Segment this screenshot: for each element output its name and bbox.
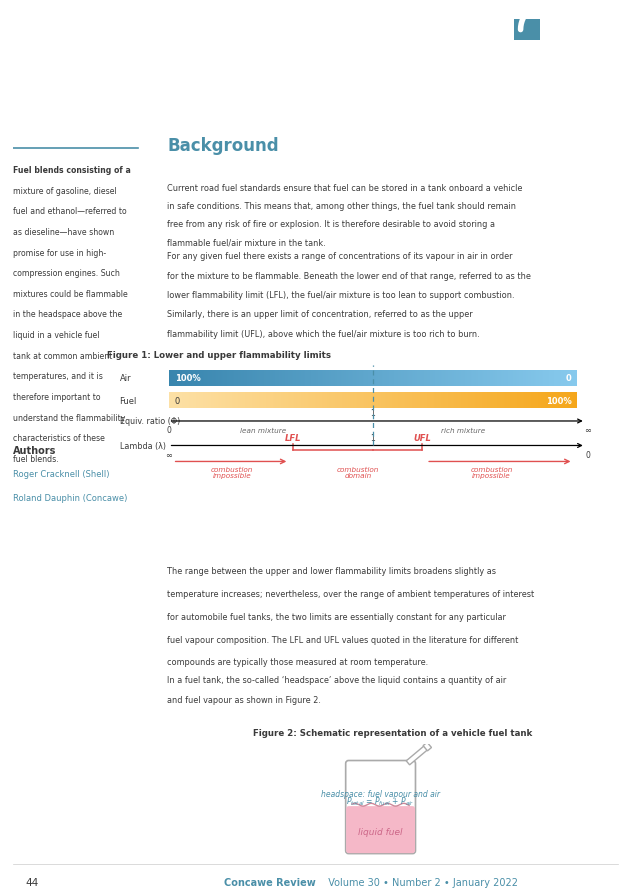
Text: flammability limit (UFL), above which the fuel/air mixture is too rich to burn.: flammability limit (UFL), above which th…: [167, 329, 480, 338]
Circle shape: [569, 53, 592, 56]
FancyBboxPatch shape: [571, 44, 587, 49]
FancyBboxPatch shape: [346, 761, 415, 854]
Text: compounds are typically those measured at room temperature.: compounds are typically those measured a…: [167, 657, 428, 667]
Text: 44: 44: [25, 877, 38, 887]
Text: Similarly, there is an upper limit of concentration, referred to as the upper: Similarly, there is an upper limit of co…: [167, 310, 473, 319]
Text: therefore important to: therefore important to: [13, 392, 100, 401]
Text: Background: Background: [167, 137, 279, 155]
Text: For any given fuel there exists a range of concentrations of its vapour in air i: For any given fuel there exists a range …: [167, 252, 513, 261]
FancyBboxPatch shape: [346, 806, 415, 853]
Text: Roland Dauphin (Concawe): Roland Dauphin (Concawe): [13, 493, 127, 502]
Text: 100%: 100%: [546, 396, 571, 405]
Text: LFL: LFL: [285, 434, 302, 443]
Text: mixture of gasoline, diesel: mixture of gasoline, diesel: [13, 187, 116, 196]
Text: headspace: fuel vapour and air: headspace: fuel vapour and air: [321, 789, 440, 797]
Text: combustion: combustion: [337, 466, 379, 472]
Text: In a fuel tank, the so-called ‘headspace’ above the liquid contains a quantity o: In a fuel tank, the so-called ‘headspace…: [167, 675, 507, 684]
Polygon shape: [406, 746, 427, 765]
FancyBboxPatch shape: [505, 14, 549, 93]
Text: Predicting vapour composition and: Predicting vapour composition and: [44, 29, 415, 47]
Text: 0: 0: [175, 396, 180, 405]
Text: 1: 1: [370, 409, 375, 417]
Text: 0: 0: [565, 374, 571, 383]
Text: 0: 0: [166, 426, 171, 434]
Text: Authors: Authors: [13, 446, 56, 456]
Text: ∞: ∞: [165, 451, 172, 460]
Text: combustion: combustion: [471, 466, 513, 472]
Text: lower flammability limit (LFL), the fuel/air mixture is too lean to support comb: lower flammability limit (LFL), the fuel…: [167, 291, 515, 299]
Text: flammable fuel/air mixture in the tank.: flammable fuel/air mixture in the tank.: [167, 238, 326, 248]
Text: Figure 2: Schematic representation of a vehicle fuel tank: Figure 2: Schematic representation of a …: [253, 728, 533, 738]
Text: impossible: impossible: [472, 473, 511, 478]
Text: promise for use in high-: promise for use in high-: [13, 249, 106, 257]
Text: 1: 1: [370, 434, 375, 443]
Text: rich mixture: rich mixture: [441, 427, 485, 434]
Text: Equiv. ratio (Φ): Equiv. ratio (Φ): [119, 417, 180, 426]
Text: Figure 1: Lower and upper flammability limits: Figure 1: Lower and upper flammability l…: [107, 350, 331, 359]
Text: Lambda (λ): Lambda (λ): [119, 442, 165, 451]
Text: compression engines. Such: compression engines. Such: [13, 269, 119, 278]
Text: 100%: 100%: [175, 374, 201, 383]
Text: liquid in a vehicle fuel: liquid in a vehicle fuel: [13, 331, 99, 340]
Text: $P_{total}$ = $P_{fuel}$ + $P_{air}$: $P_{total}$ = $P_{fuel}$ + $P_{air}$: [346, 795, 415, 807]
Text: Fuel: Fuel: [119, 396, 137, 405]
Text: fuel and ethanol—referred to: fuel and ethanol—referred to: [13, 207, 126, 216]
Text: UFL: UFL: [413, 434, 431, 443]
Text: in the headspace above the: in the headspace above the: [13, 310, 122, 319]
Text: 0: 0: [586, 451, 590, 460]
Text: and fuel vapour as shown in Figure 2.: and fuel vapour as shown in Figure 2.: [167, 696, 321, 704]
Text: temperatures, and it is: temperatures, and it is: [13, 372, 102, 381]
Text: fuel blends.: fuel blends.: [13, 454, 59, 463]
Text: impossible: impossible: [213, 473, 251, 478]
Text: tank at common ambient: tank at common ambient: [13, 351, 112, 360]
Text: for the mixture to be flammable. Beneath the lower end of that range, referred t: for the mixture to be flammable. Beneath…: [167, 272, 531, 281]
Text: understand the flammability: understand the flammability: [13, 413, 125, 422]
Text: flammability in a fuel tank: flammability in a fuel tank: [44, 67, 324, 86]
Text: The range between the upper and lower flammability limits broadens slightly as: The range between the upper and lower fl…: [167, 567, 496, 576]
Text: Roger Cracknell (Shell): Roger Cracknell (Shell): [13, 469, 109, 478]
Text: combustion: combustion: [211, 466, 253, 472]
Text: as dieseline—have shown: as dieseline—have shown: [13, 228, 114, 237]
Text: for automobile fuel tanks, the two limits are essentially constant for any parti: for automobile fuel tanks, the two limit…: [167, 612, 506, 621]
Text: lean mixture: lean mixture: [240, 427, 286, 434]
Text: ∞: ∞: [584, 426, 591, 434]
Text: mixtures could be flammable: mixtures could be flammable: [13, 290, 127, 299]
Text: Concawe Review: Concawe Review: [224, 877, 316, 887]
FancyBboxPatch shape: [514, 20, 540, 41]
Text: Current road fuel standards ensure that fuel can be stored in a tank onboard a v: Current road fuel standards ensure that …: [167, 184, 522, 193]
Text: fuel vapour composition. The LFL and UFL values quoted in the literature for dif: fuel vapour composition. The LFL and UFL…: [167, 635, 519, 644]
Text: temperature increases; nevertheless, over the range of ambient temperatures of i: temperature increases; nevertheless, ove…: [167, 589, 534, 598]
Text: free from any risk of fire or explosion. It is therefore desirable to avoid stor: free from any risk of fire or explosion.…: [167, 220, 495, 229]
Text: in safe conditions. This means that, among other things, the fuel tank should re: in safe conditions. This means that, amo…: [167, 202, 516, 211]
Polygon shape: [423, 742, 432, 751]
Text: Fuel blends consisting of a: Fuel blends consisting of a: [13, 166, 131, 175]
Text: domain: domain: [345, 473, 372, 478]
FancyBboxPatch shape: [502, 88, 552, 96]
Text: Volume 30 • Number 2 • January 2022: Volume 30 • Number 2 • January 2022: [322, 877, 518, 887]
Text: Air: Air: [119, 374, 131, 383]
Text: liquid fuel: liquid fuel: [358, 828, 403, 837]
Text: characteristics of these: characteristics of these: [13, 434, 105, 443]
